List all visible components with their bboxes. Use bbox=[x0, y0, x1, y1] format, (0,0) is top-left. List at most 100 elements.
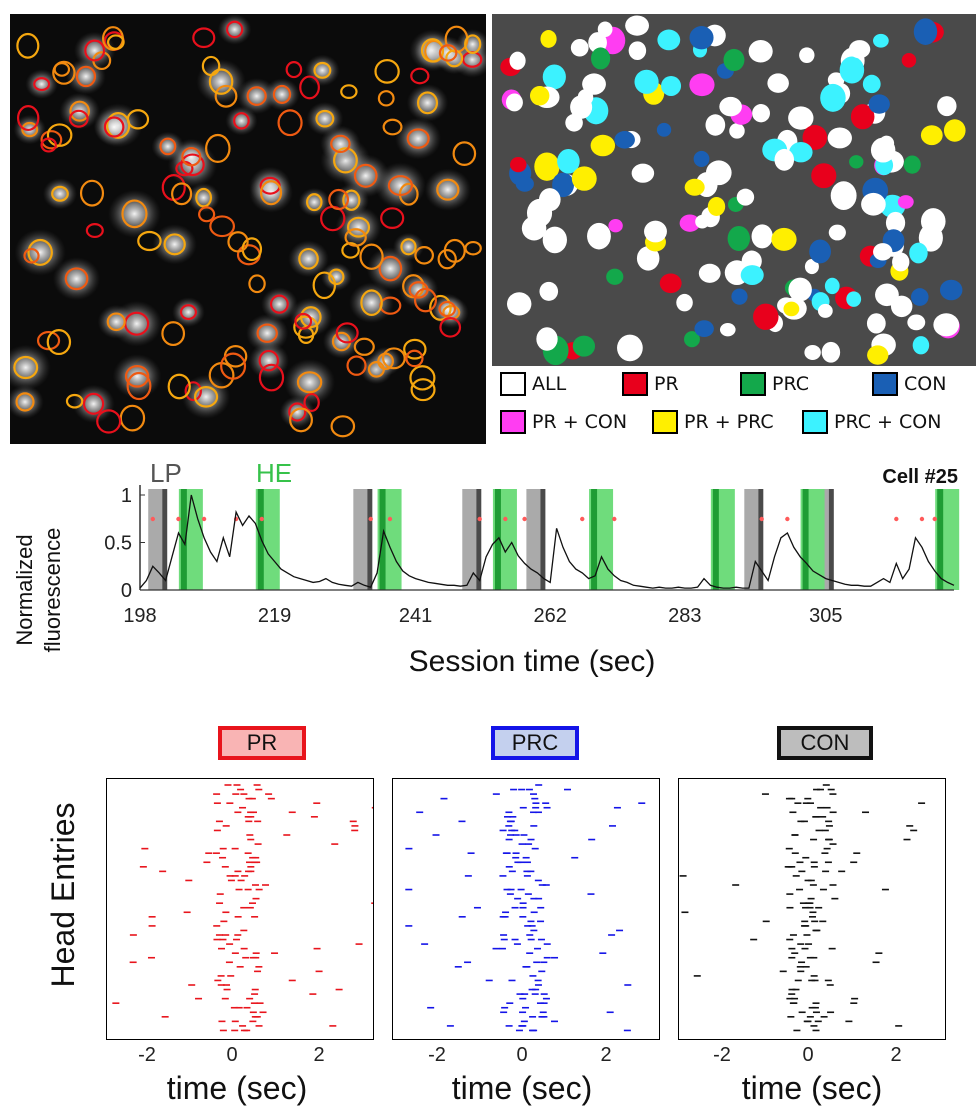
roi-outline bbox=[256, 323, 278, 343]
roi-outline bbox=[346, 216, 371, 238]
roi-outline bbox=[374, 59, 400, 84]
lp-event-bar bbox=[526, 489, 541, 590]
roi-outline bbox=[51, 185, 69, 202]
roi-outline bbox=[163, 233, 186, 256]
roi-outline bbox=[377, 352, 394, 371]
cell-blob bbox=[705, 114, 726, 136]
cell-blob bbox=[719, 323, 736, 337]
cell-blob bbox=[866, 313, 886, 334]
cell-blob bbox=[521, 216, 547, 241]
soma-glow bbox=[264, 78, 300, 111]
cell-blob bbox=[661, 75, 682, 96]
trace-ylabel: Normalized fluorescence bbox=[8, 500, 80, 680]
cell-blob bbox=[557, 148, 580, 174]
cell-blob bbox=[933, 313, 960, 337]
calcium-event-dot bbox=[522, 516, 527, 522]
cell-blob bbox=[636, 246, 660, 271]
cell-blob bbox=[529, 85, 550, 106]
cell-blob bbox=[506, 292, 532, 316]
cell-blob bbox=[867, 345, 889, 365]
soma-glow bbox=[6, 385, 44, 419]
x-tick-label: 241 bbox=[399, 605, 432, 627]
cell-blob bbox=[689, 73, 715, 97]
roi-outline bbox=[167, 373, 191, 400]
roi-outline bbox=[64, 267, 89, 291]
cell-blob bbox=[582, 73, 606, 95]
roi-outline bbox=[359, 243, 384, 270]
roi-outline bbox=[171, 182, 193, 206]
roi-outline bbox=[84, 39, 106, 62]
roi-outline bbox=[312, 271, 337, 300]
roi-outline bbox=[289, 407, 313, 433]
roi-outline bbox=[205, 133, 231, 163]
calcium-event-dot bbox=[387, 516, 393, 522]
cell-blob bbox=[614, 131, 635, 149]
cell-blob bbox=[830, 181, 857, 210]
lp-event-bar bbox=[462, 489, 477, 590]
roi-outline bbox=[119, 404, 146, 432]
roi-outline bbox=[23, 247, 40, 264]
cell-blob bbox=[684, 331, 700, 348]
calcium-event-dot bbox=[503, 516, 508, 522]
roi-outline bbox=[53, 61, 71, 77]
roi-outline bbox=[96, 409, 122, 434]
cell-blob bbox=[827, 127, 852, 149]
soma-glow bbox=[217, 14, 252, 45]
cell-blob bbox=[679, 214, 701, 232]
cell-overlap-map bbox=[500, 15, 966, 366]
cell-blob bbox=[515, 176, 534, 192]
soma-glow bbox=[279, 396, 315, 428]
cell-blob bbox=[943, 119, 966, 142]
roi-outline bbox=[85, 223, 104, 239]
calcium-event-dot bbox=[932, 516, 937, 522]
roi-outline bbox=[387, 175, 414, 197]
roi-outline bbox=[413, 287, 437, 313]
he-event-edge bbox=[712, 489, 719, 590]
soma-glow bbox=[398, 271, 439, 308]
roi-outline bbox=[46, 328, 72, 356]
roi-outline bbox=[409, 365, 436, 391]
roi-outline bbox=[293, 315, 319, 339]
cell-blob bbox=[505, 93, 523, 112]
raster-con bbox=[678, 778, 946, 1040]
cell-blob bbox=[870, 137, 896, 163]
cell-blob bbox=[875, 283, 899, 307]
cell-blob bbox=[788, 106, 814, 130]
legend-swatch bbox=[740, 372, 766, 396]
roi-outline bbox=[258, 349, 280, 372]
soma-glow bbox=[108, 189, 161, 238]
roi-outline bbox=[246, 86, 267, 106]
roi-outline bbox=[214, 84, 238, 108]
cell-blob bbox=[783, 301, 800, 317]
legend-item: PR bbox=[622, 372, 679, 396]
roi-outline bbox=[79, 179, 105, 207]
calcium-event-dot bbox=[612, 516, 617, 522]
roi-outline bbox=[405, 349, 424, 368]
cell-blob bbox=[552, 172, 575, 198]
roi-outline bbox=[377, 90, 395, 107]
roi-outline bbox=[315, 109, 335, 128]
roi-outline bbox=[439, 317, 462, 338]
cell-blob bbox=[897, 195, 914, 209]
cell-blob bbox=[534, 152, 560, 181]
cell-blob bbox=[939, 279, 963, 301]
cell-blob bbox=[634, 69, 659, 94]
cell-blob bbox=[901, 53, 917, 68]
cell-blob bbox=[606, 268, 624, 285]
roi-outline bbox=[137, 230, 162, 252]
calcium-event-dot bbox=[580, 516, 585, 522]
ylabel-line1: Normalized bbox=[12, 534, 37, 645]
cell-blob bbox=[828, 224, 846, 241]
cell-blob bbox=[846, 291, 862, 307]
soma-glow bbox=[393, 232, 424, 261]
roi-outline bbox=[288, 402, 307, 422]
calcium-event-dot bbox=[759, 516, 764, 522]
y-tick-label: 0.5 bbox=[104, 533, 132, 555]
roi-outline bbox=[198, 206, 216, 223]
roi-outline bbox=[65, 393, 84, 409]
legend-item: PR + CON bbox=[500, 410, 627, 434]
soma-glow bbox=[424, 168, 471, 211]
roi-outline bbox=[36, 330, 61, 351]
cell-blob bbox=[820, 83, 846, 112]
cell-blob bbox=[748, 40, 773, 63]
